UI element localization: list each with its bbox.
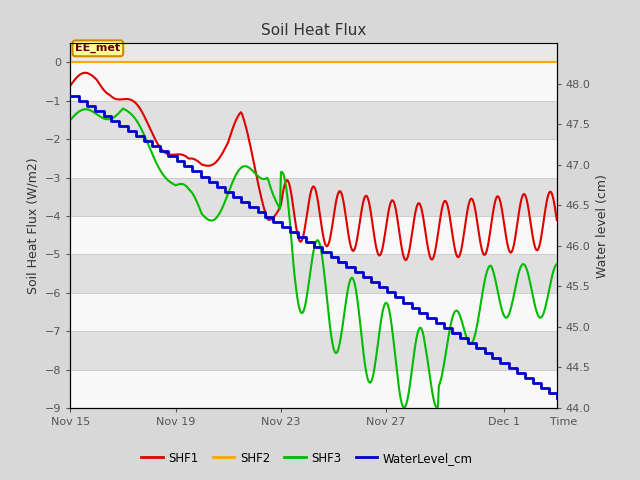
Title: Soil Heat Flux: Soil Heat Flux (261, 23, 366, 38)
Bar (70, 254, 557, 293)
Bar (70, 370, 557, 408)
Text: Time: Time (550, 417, 577, 427)
Y-axis label: Water level (cm): Water level (cm) (596, 174, 609, 277)
Bar (70, 178, 557, 216)
Bar (70, 62, 557, 101)
Text: EE_met: EE_met (76, 43, 120, 53)
Bar (70, 139, 557, 178)
Bar (70, 331, 557, 370)
Legend: SHF1, SHF2, SHF3, WaterLevel_cm: SHF1, SHF2, SHF3, WaterLevel_cm (136, 447, 478, 469)
Bar (70, 101, 557, 139)
Y-axis label: Soil Heat Flux (W/m2): Soil Heat Flux (W/m2) (26, 157, 39, 294)
Bar (70, 293, 557, 331)
Bar (70, 216, 557, 254)
